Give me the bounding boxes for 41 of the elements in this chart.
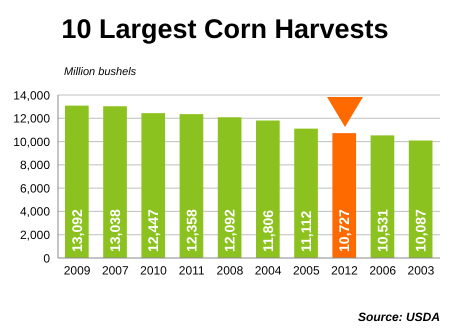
x-tick-label: 2005: [292, 264, 320, 278]
data-label: 13,038: [107, 208, 124, 252]
y-tick-label: 10,000: [13, 134, 50, 149]
data-label: 12,092: [222, 208, 238, 252]
bar: [103, 106, 127, 258]
y-tick-label: 4,000: [20, 204, 50, 219]
y-tick-label: 12,000: [13, 112, 50, 126]
bar: [180, 114, 204, 258]
data-label: 11,112: [298, 210, 314, 252]
y-tick-label: 8,000: [20, 158, 50, 172]
y-tick-label: 6,000: [20, 181, 50, 196]
bar: [141, 113, 166, 258]
bar: [218, 117, 242, 258]
data-label: 10,531: [374, 208, 390, 252]
x-tick-label: 2006: [369, 264, 396, 278]
x-tick-label: 2011: [178, 264, 205, 278]
data-label: 10,727: [336, 208, 352, 252]
data-label: 12,447: [145, 208, 162, 252]
bar: [408, 140, 432, 258]
y-tick-label: 0: [43, 251, 50, 266]
data-label: 11,806: [260, 210, 276, 252]
x-tick-label: 2009: [64, 264, 91, 278]
y-axis-title: Million bushels: [64, 66, 136, 78]
x-tick-label: 2003: [408, 264, 435, 278]
y-tick-label: 14,000: [13, 88, 50, 102]
chart-title: 10 Largest Corn Harvests: [60, 14, 390, 45]
y-tick-label: 2,000: [20, 228, 50, 242]
bar: [294, 128, 318, 258]
bar: [332, 133, 356, 258]
x-tick-label: 2012: [331, 264, 358, 278]
bar: [370, 135, 394, 258]
x-tick-label: 2010: [140, 264, 168, 278]
bar: [256, 120, 280, 258]
x-tick-label: 2008: [216, 264, 244, 278]
source-note: Source: USDA: [358, 310, 440, 324]
x-tick-label: 2004: [254, 264, 282, 278]
data-label: 13,092: [68, 208, 85, 252]
bar: [65, 106, 89, 258]
data-label: 10,087: [412, 208, 429, 252]
x-tick-label: 2007: [102, 264, 129, 278]
data-label: 12,358: [183, 208, 200, 252]
